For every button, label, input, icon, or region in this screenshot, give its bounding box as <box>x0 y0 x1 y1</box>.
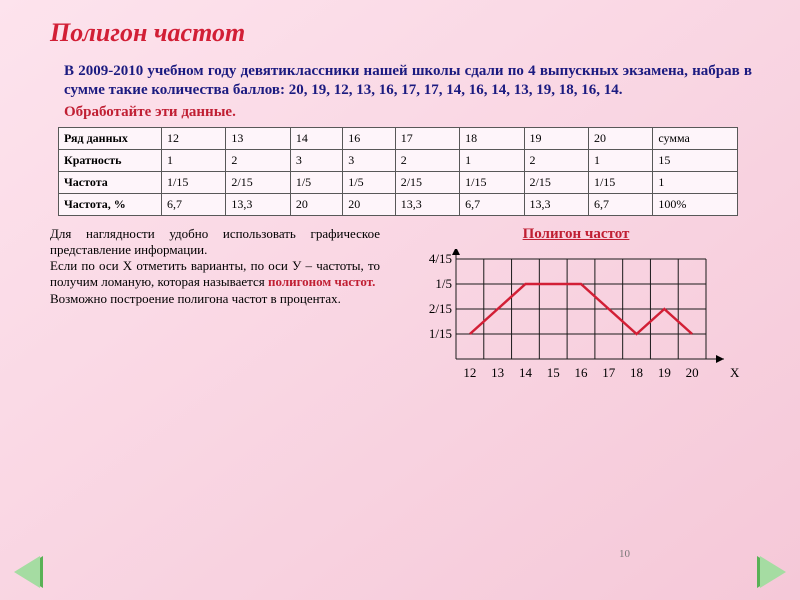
table-cell: 13,3 <box>226 193 290 215</box>
table-cell: 1/5 <box>343 171 395 193</box>
table-cell: 13,3 <box>395 193 459 215</box>
table-cell: 19 <box>524 127 588 149</box>
table-cell: 6,7 <box>588 193 652 215</box>
instruction-text: Обработайте эти данные. <box>64 104 758 121</box>
table-cell: 13 <box>226 127 290 149</box>
chart-title: Полигон частот <box>394 226 758 243</box>
table-cell: 1 <box>460 149 524 171</box>
table-cell: 6,7 <box>162 193 226 215</box>
intro-text: В 2009-2010 учебном году девятиклассники… <box>64 62 752 100</box>
table-cell: 1/15 <box>162 171 226 193</box>
table-cell: 6,7 <box>460 193 524 215</box>
svg-text:2/15: 2/15 <box>429 301 452 316</box>
svg-text:14: 14 <box>519 365 533 380</box>
table-row-header: Частота, % <box>59 193 162 215</box>
table-row-header: Ряд данных <box>59 127 162 149</box>
table-cell: 18 <box>460 127 524 149</box>
svg-text:17: 17 <box>602 365 616 380</box>
table-cell: 2/15 <box>524 171 588 193</box>
svg-text:16: 16 <box>575 365 589 380</box>
svg-text:15: 15 <box>547 365 560 380</box>
next-arrow-icon[interactable] <box>760 556 786 588</box>
table-cell: 20 <box>343 193 395 215</box>
svg-text:1/15: 1/15 <box>429 326 452 341</box>
svg-text:20: 20 <box>686 365 699 380</box>
table-cell: 15 <box>653 149 738 171</box>
table-cell: 13,3 <box>524 193 588 215</box>
table-cell: 2 <box>395 149 459 171</box>
table-cell: 1/15 <box>588 171 652 193</box>
table-cell: 16 <box>343 127 395 149</box>
table-cell: 2/15 <box>226 171 290 193</box>
table-cell: 17 <box>395 127 459 149</box>
svg-text:Х: Х <box>730 365 740 380</box>
svg-text:4/15: 4/15 <box>429 251 452 266</box>
table-cell: 1/5 <box>290 171 342 193</box>
table-cell: 2 <box>226 149 290 171</box>
table-cell: 1/15 <box>460 171 524 193</box>
table-row-header: Частота <box>59 171 162 193</box>
svg-text:18: 18 <box>630 365 643 380</box>
table-cell: 100% <box>653 193 738 215</box>
svg-text:19: 19 <box>658 365 671 380</box>
table-cell: 2/15 <box>395 171 459 193</box>
table-cell: 20 <box>290 193 342 215</box>
frequency-polygon-chart: 1/15 2/15 1/5 4/15 12 13 14 15 16 17 18 19 20 Х <box>406 249 746 399</box>
explanation-text: Для наглядности удобно использовать граф… <box>50 226 380 399</box>
table-cell: 1 <box>162 149 226 171</box>
table-cell: 2 <box>524 149 588 171</box>
frequency-table: Ряд данных1213141617181920суммаКратность… <box>58 127 738 216</box>
table-cell: 20 <box>588 127 652 149</box>
svg-text:13: 13 <box>491 365 504 380</box>
table-cell: 12 <box>162 127 226 149</box>
page-number: 10 <box>619 548 630 560</box>
table-cell: 3 <box>343 149 395 171</box>
table-cell: 1 <box>653 171 738 193</box>
table-cell: сумма <box>653 127 738 149</box>
svg-text:12: 12 <box>463 365 476 380</box>
svg-text:1/5: 1/5 <box>435 276 452 291</box>
page-title: Полигон частот <box>50 18 758 48</box>
table-cell: 3 <box>290 149 342 171</box>
table-row-header: Кратность <box>59 149 162 171</box>
prev-arrow-icon[interactable] <box>14 556 40 588</box>
table-cell: 14 <box>290 127 342 149</box>
table-cell: 1 <box>588 149 652 171</box>
